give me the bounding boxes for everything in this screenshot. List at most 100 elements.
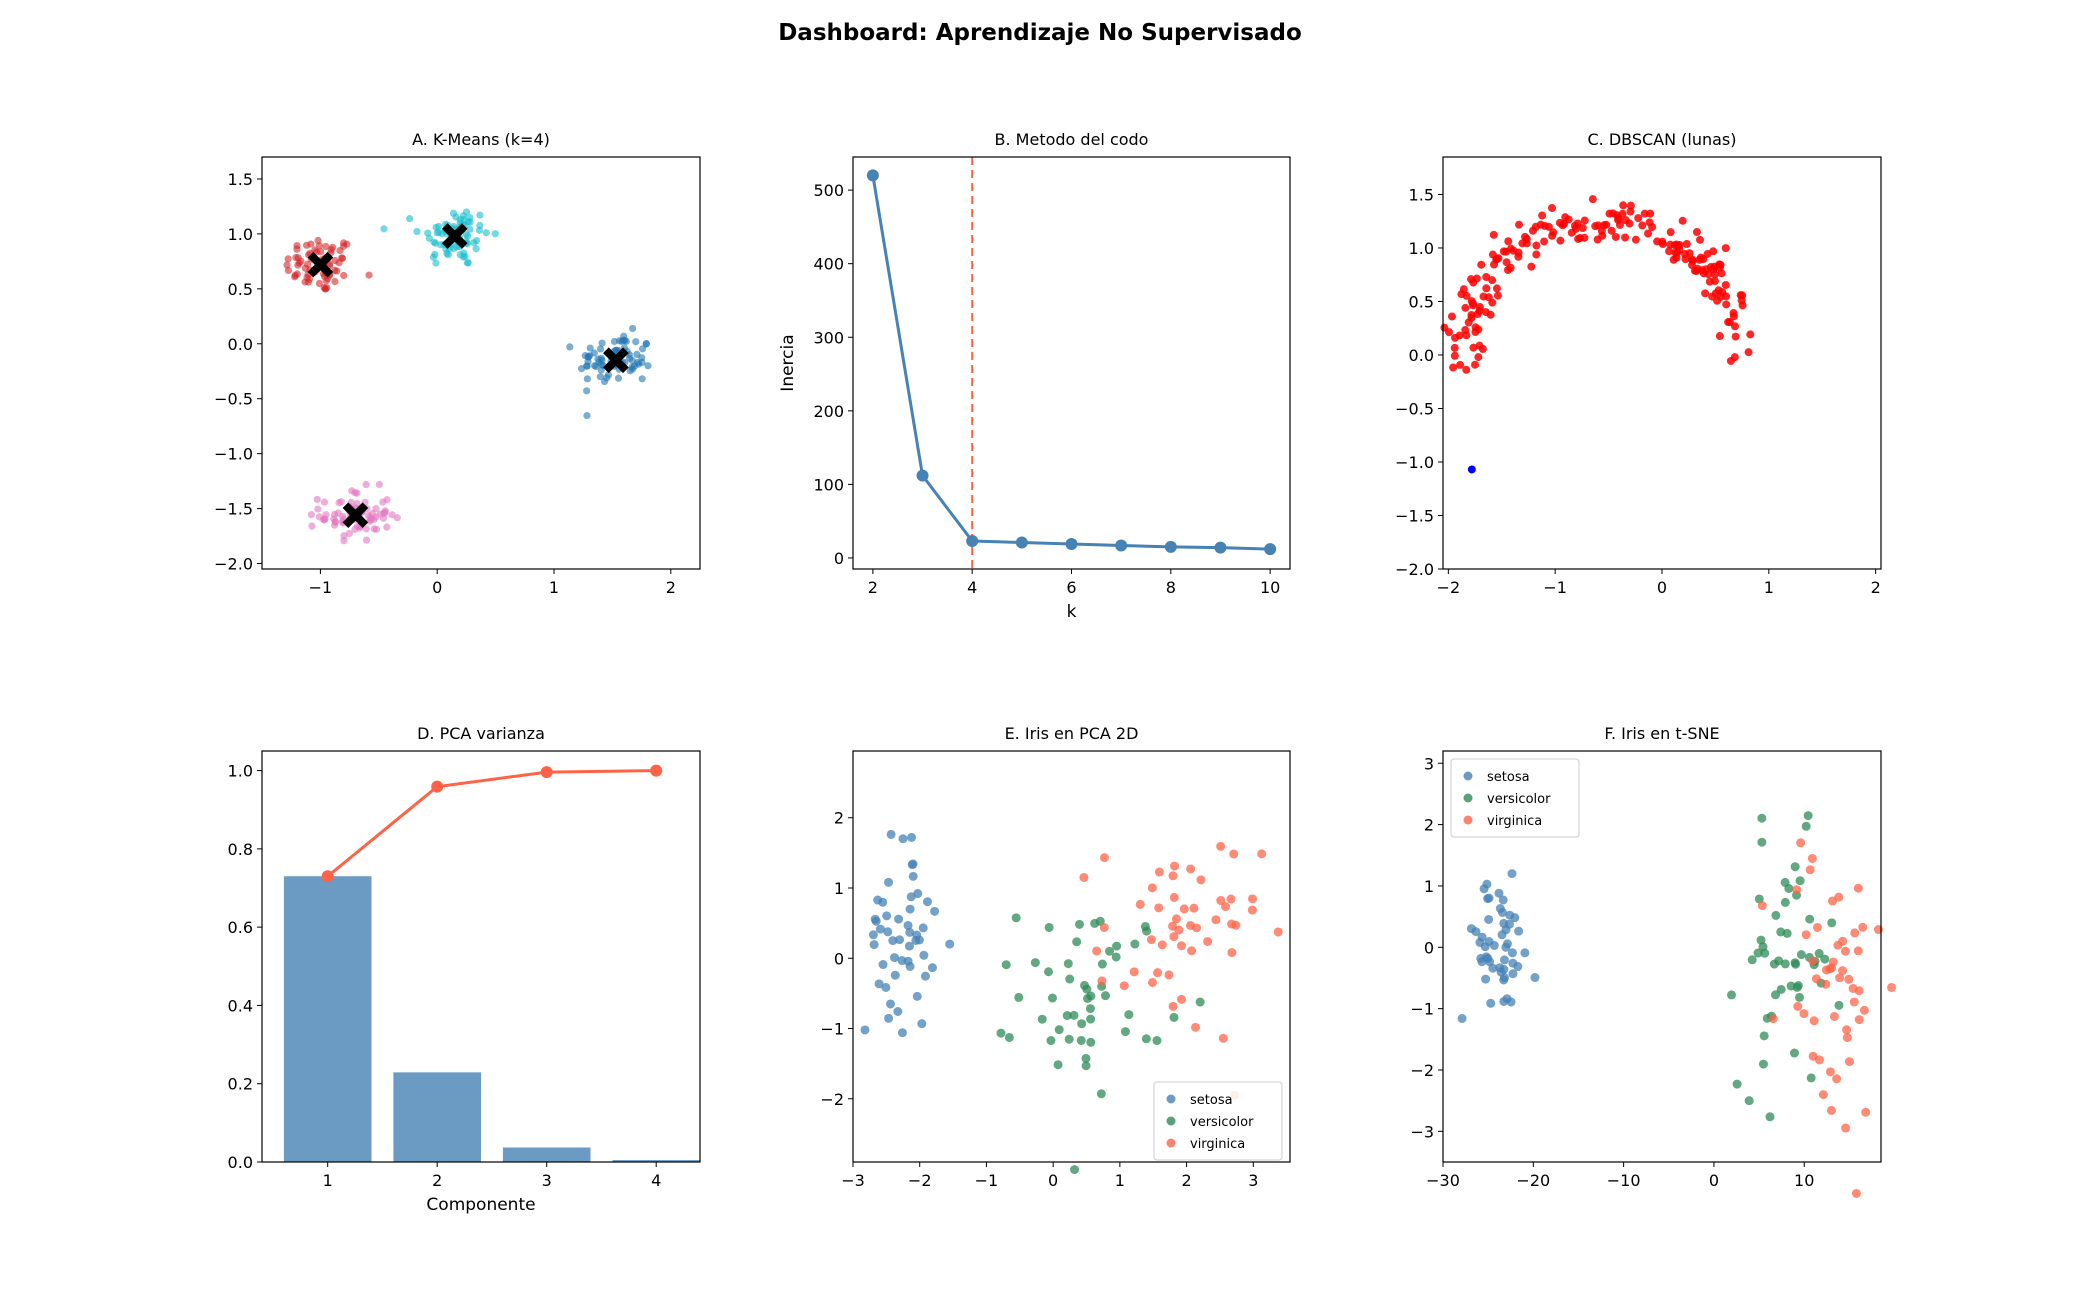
iris-pca-point (1170, 861, 1180, 871)
x-tick-label: 4 (651, 1171, 661, 1190)
iris-tsne-point (1475, 937, 1485, 947)
iris-pca-point (874, 979, 884, 989)
y-tick-label: 1.0 (228, 225, 253, 244)
plot-area (1440, 195, 1755, 474)
dbscan-point (1489, 230, 1498, 239)
kmeans-point (340, 532, 348, 540)
cumulative-line (326, 769, 657, 878)
dbscan-point (1718, 288, 1727, 297)
dbscan-point (1479, 292, 1488, 301)
iris-tsne-point (1803, 811, 1813, 821)
iris-tsne-point (1757, 837, 1767, 847)
kmeans-point (633, 350, 641, 358)
kmeans-point (413, 227, 421, 236)
kmeans-point (388, 511, 396, 519)
iris-pca-point (908, 859, 918, 869)
iris-tsne-point (1807, 853, 1817, 863)
y-tick-label: 0.0 (1409, 346, 1434, 365)
dbscan-point (1746, 330, 1755, 339)
y-tick-label: 0.0 (228, 335, 253, 354)
kmeans-point (345, 529, 353, 538)
dbscan-point (1729, 309, 1738, 318)
iris-pca-point (1169, 1012, 1179, 1022)
iris-tsne-point (1757, 901, 1767, 911)
dbscan-point (1555, 218, 1564, 227)
iris-tsne-point (1834, 1000, 1844, 1010)
dbscan-point (1499, 247, 1508, 256)
kmeans-point (331, 266, 339, 274)
dbscan-point (1467, 313, 1476, 322)
iris-pca-point (1157, 940, 1167, 950)
chart-panel-A: A. K-Means (k=4) −1 0 1 2 −2.0 −1.5 −1.0 −0.5 0.0… (214, 130, 701, 597)
kmeans-point (472, 237, 481, 245)
kmeans-point (308, 522, 316, 530)
kmeans-point (364, 511, 373, 520)
iris-tsne-point (1501, 942, 1511, 952)
y-tick-label: 1 (834, 879, 844, 898)
y-tick-label: 0 (834, 949, 844, 968)
dbscan-point (1567, 228, 1576, 237)
iris-tsne-point (1494, 888, 1504, 898)
kmeans-point (583, 411, 591, 420)
legend-label: virginica (1190, 1137, 1245, 1152)
x-tick-label: 3 (1248, 1171, 1258, 1190)
kmeans-point (638, 375, 646, 383)
plot-area (283, 208, 652, 545)
dbscan-point (1509, 246, 1518, 255)
iris-tsne-point (1887, 982, 1897, 992)
iris-tsne-point (1757, 813, 1767, 823)
iris-pca-point (913, 889, 923, 899)
iris-tsne-point (1821, 979, 1831, 989)
x-tick-label: 1 (549, 578, 559, 597)
iris-tsne-point (1499, 996, 1509, 1006)
chart-panel-C: C. DBSCAN (lunas) −2 −1 0 1 2 −2.0 −1.5 −1.0 −0.5… (1395, 130, 1882, 597)
x-tick-label: −2 (908, 1171, 932, 1190)
kmeans-point (335, 499, 343, 507)
inertia-point (966, 535, 979, 548)
iris-pca-point (1147, 977, 1157, 987)
kmeans-point (620, 332, 628, 340)
iris-pca-point (1221, 902, 1231, 912)
y-tick-label: 1.5 (228, 170, 253, 189)
legend-box (1153, 1081, 1283, 1161)
dbscan-point (1619, 201, 1628, 210)
iris-pca-point (875, 924, 885, 934)
iris-pca-point (1030, 958, 1040, 968)
iris-pca-point (1216, 896, 1226, 906)
iris-tsne-point (1812, 922, 1822, 932)
iris-pca-point (1168, 1001, 1178, 1011)
dbscan-point (1709, 247, 1718, 256)
iris-tsne-point (1805, 865, 1815, 875)
x-tick-label: −10 (1607, 1171, 1641, 1190)
dbscan-point (1462, 365, 1471, 374)
y-tick-label: 0.8 (228, 840, 253, 859)
y-tick-label: −2.0 (214, 555, 253, 574)
x-axis-label: Componente (426, 1195, 535, 1215)
inertia-point (1015, 536, 1028, 549)
iris-pca-point (1257, 849, 1267, 859)
iris-pca-point (1171, 914, 1181, 924)
iris-tsne-point (1776, 984, 1786, 994)
dbscan-point (1493, 291, 1502, 300)
dbscan-point (1666, 228, 1675, 237)
iris-pca-point (1044, 922, 1054, 932)
iris-pca-point (1273, 927, 1283, 937)
dbscan-point (1644, 229, 1653, 238)
iris-pca-point (881, 982, 891, 992)
iris-tsne-point (1794, 992, 1804, 1002)
chart-title: B. Metodo del codo (995, 130, 1149, 149)
iris-pca-point (1011, 913, 1021, 923)
kmeans-point (583, 387, 591, 395)
dbscan-point (1701, 289, 1710, 298)
iris-pca-point (1111, 952, 1121, 962)
plot-area (283, 764, 700, 1162)
iris-tsne-point (1861, 1107, 1871, 1117)
iris-pca-point (1227, 948, 1237, 958)
iris-pca-point (905, 904, 915, 914)
dbscan-point (1672, 240, 1681, 249)
kmeans-point (324, 275, 332, 283)
iris-tsne-point (1848, 983, 1858, 993)
